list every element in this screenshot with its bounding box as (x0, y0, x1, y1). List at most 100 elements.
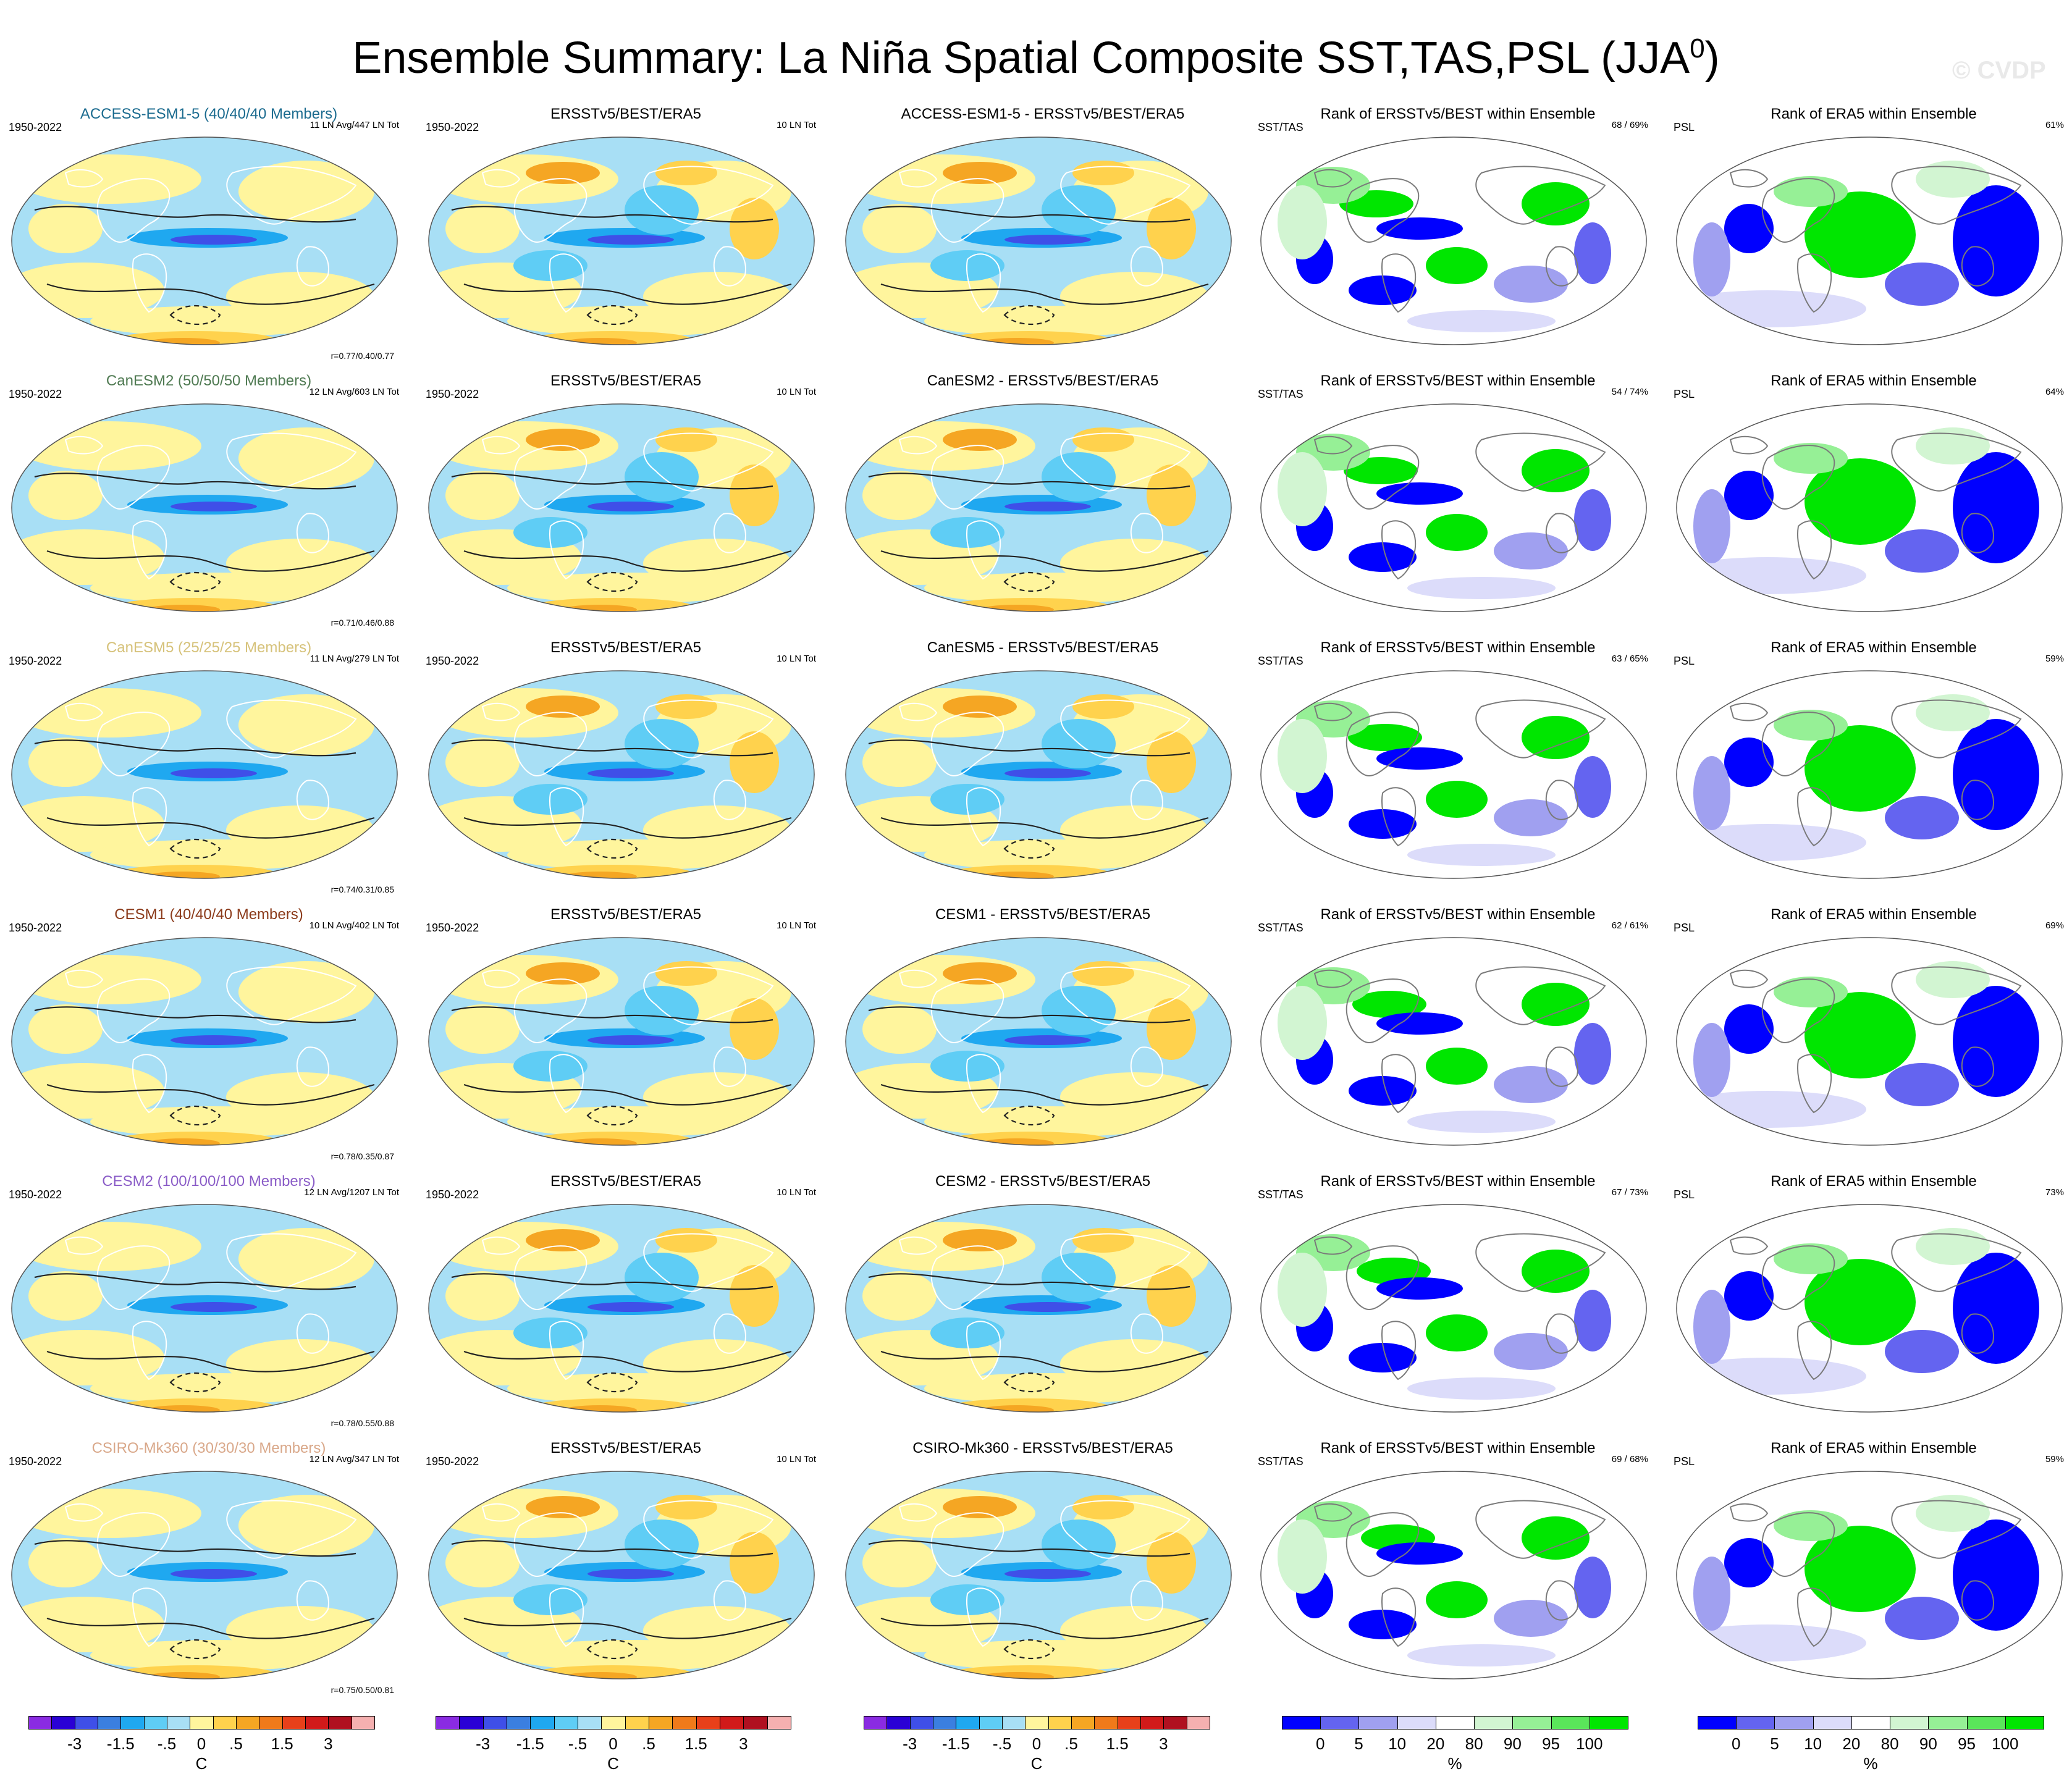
colorbar-swatch (120, 1716, 145, 1729)
map-panel: Rank of ERSSTv5/BEST within Ensemble SST/… (1254, 639, 1662, 906)
globe-map (11, 1204, 398, 1413)
colorbar-swatch (956, 1716, 980, 1729)
colorbar-swatch (51, 1716, 75, 1729)
panel-title: Rank of ERA5 within Ensemble (1771, 1440, 1977, 1456)
colorbar-swatch (2005, 1716, 2044, 1729)
globe-map (845, 403, 1232, 612)
panel-period-label: SST/TAS (1258, 922, 1303, 934)
colorbar-unit: % (1863, 1754, 1878, 1773)
colorbar-tick-label: .5 (229, 1734, 243, 1753)
panel-title: Rank of ERA5 within Ensemble (1771, 639, 1977, 656)
map-panel: CESM1 - ERSSTv5/BEST/ERA5 (839, 906, 1247, 1172)
colorbar-tick-label: 5 (1770, 1734, 1779, 1753)
colorbar-tick-label: 1.5 (271, 1734, 293, 1753)
panel-stats-label: 59% (2045, 1454, 2064, 1465)
panel-stats-label: 69% (2045, 920, 2064, 931)
map-panel: CanESM5 - ERSSTv5/BEST/ERA5 (839, 639, 1247, 906)
colorbar-tick-label: 0 (1032, 1734, 1042, 1753)
panel-title: ERSSTv5/BEST/ERA5 (550, 906, 702, 923)
colorbar-swatch (507, 1716, 531, 1729)
panel-period-label: 1950-2022 (9, 121, 62, 133)
colorbar-swatch (554, 1716, 578, 1729)
panel-period-label: SST/TAS (1258, 388, 1303, 400)
panel-period-label: PSL (1674, 922, 1695, 934)
colorbar-swatch (1589, 1716, 1628, 1729)
globe-map (11, 937, 398, 1146)
panel-stats-label: 12 LN Avg/347 LN Tot (309, 1454, 399, 1465)
panel-title: Rank of ERSSTv5/BEST within Ensemble (1320, 1173, 1596, 1190)
globe-map (1676, 403, 2063, 612)
panel-stats-label: 61% (2045, 120, 2064, 130)
map-panel: CSIRO-Mk360 - ERSSTv5/BEST/ERA5 (839, 1439, 1247, 1706)
colorbar-tick-label: 3 (324, 1734, 333, 1753)
map-panel: CanESM2 - ERSSTv5/BEST/ERA5 (839, 372, 1247, 639)
colorbar-tick-label: -3 (903, 1734, 917, 1753)
colorbar-tick-label: -.5 (992, 1734, 1012, 1753)
colorbar-swatch (1282, 1716, 1321, 1729)
globe-map (1260, 937, 1647, 1146)
colorbar-swatch (767, 1716, 791, 1729)
colorbar-swatch (1736, 1716, 1775, 1729)
colorbar-tick-label: 0 (196, 1734, 206, 1753)
panel-period-label: SST/TAS (1258, 655, 1303, 667)
rank-colorbar: 0 5 10 20 80 90 95 100% (1282, 1716, 1628, 1778)
panel-stats-label: 10 LN Tot (777, 920, 816, 931)
panel-period-label: 1950-2022 (426, 922, 479, 934)
colorbar-swatch (459, 1716, 484, 1729)
panel-period-label: PSL (1674, 388, 1695, 400)
globe-map (428, 137, 815, 345)
colorbar-tick-label: 20 (1426, 1734, 1445, 1753)
map-panel: Rank of ERA5 within Ensemble PSL 69% (1670, 906, 2072, 1172)
panel-period-label: 1950-2022 (9, 922, 62, 934)
colorbar-swatch (1094, 1716, 1118, 1729)
temperature-colorbar: -3 -1.5 -.5 0 .5 1.5 3 C (28, 1716, 375, 1778)
panel-title: CESM2 (100/100/100 Members) (102, 1173, 316, 1190)
colorbar-unit: % (1447, 1754, 1462, 1773)
colorbar-swatch (1813, 1716, 1852, 1729)
colorbar-tick-label: 80 (1465, 1734, 1483, 1753)
colorbar-swatch (1698, 1716, 1737, 1729)
colorbar-tick-label: 0 (609, 1734, 618, 1753)
map-panel: CanESM2 (50/50/50 Members) 1950-2022 12 LN… (5, 372, 413, 639)
globe-map (845, 670, 1232, 879)
colorbar-swatch (601, 1716, 626, 1729)
rank-colorbar: 0 5 10 20 80 90 95 100% (1698, 1716, 2044, 1778)
map-panel: ERSSTv5/BEST/ERA5 1950-2022 10 LN Tot (422, 1172, 830, 1439)
colorbar-unit: C (195, 1754, 208, 1773)
panel-stats-label: 10 LN Avg/402 LN Tot (309, 920, 399, 931)
colorbar-tick-label: 80 (1880, 1734, 1899, 1753)
panel-title: ERSSTv5/BEST/ERA5 (550, 1173, 702, 1190)
colorbar-tick-label: -3 (67, 1734, 82, 1753)
panel-title: CESM1 - ERSSTv5/BEST/ERA5 (935, 906, 1151, 923)
globe-map (1260, 670, 1647, 879)
map-panel: Rank of ERSSTv5/BEST within Ensemble SST/… (1254, 906, 1662, 1172)
map-panel: Rank of ERA5 within Ensemble PSL 64% (1670, 372, 2072, 639)
colorbar-swatch (436, 1716, 460, 1729)
colorbar-swatch (1397, 1716, 1436, 1729)
colorbar-swatch (482, 1716, 507, 1729)
colorbar-swatch (328, 1716, 352, 1729)
colorbar-tick-label: .5 (1064, 1734, 1078, 1753)
colorbar-swatch (578, 1716, 602, 1729)
panel-stats-label: 11 LN Avg/279 LN Tot (310, 654, 399, 664)
panel-stats-label: 67 / 73% (1611, 1187, 1648, 1198)
colorbar-swatch (190, 1716, 214, 1729)
pattern-correlation: r=0.74/0.31/0.85 (331, 885, 394, 894)
colorbar-swatch (305, 1716, 329, 1729)
globe-map (1676, 670, 2063, 879)
panel-stats-label: 68 / 69% (1611, 120, 1648, 130)
panel-stats-label: 63 / 65% (1611, 654, 1648, 664)
colorbar-swatch (1117, 1716, 1141, 1729)
colorbar-tick-label: 5 (1354, 1734, 1363, 1753)
map-panel: CESM1 (40/40/40 Members) 1950-2022 10 LN A… (5, 906, 413, 1172)
panel-stats-label: 54 / 74% (1611, 387, 1648, 397)
colorbar-tick-label: 1.5 (1106, 1734, 1129, 1753)
colorbar-swatch (625, 1716, 649, 1729)
globe-map (1676, 1471, 2063, 1679)
colorbar-swatch (1320, 1716, 1360, 1729)
map-panel: CSIRO-Mk360 (30/30/30 Members) 1950-2022 1… (5, 1439, 413, 1706)
colorbar-tick-label: 1.5 (684, 1734, 707, 1753)
colorbar-tick-label: 100 (1576, 1734, 1603, 1753)
map-panel: Rank of ERA5 within Ensemble PSL 73% (1670, 1172, 2072, 1439)
map-panel: ACCESS-ESM1-5 - ERSSTv5/BEST/ERA5 (839, 105, 1247, 372)
